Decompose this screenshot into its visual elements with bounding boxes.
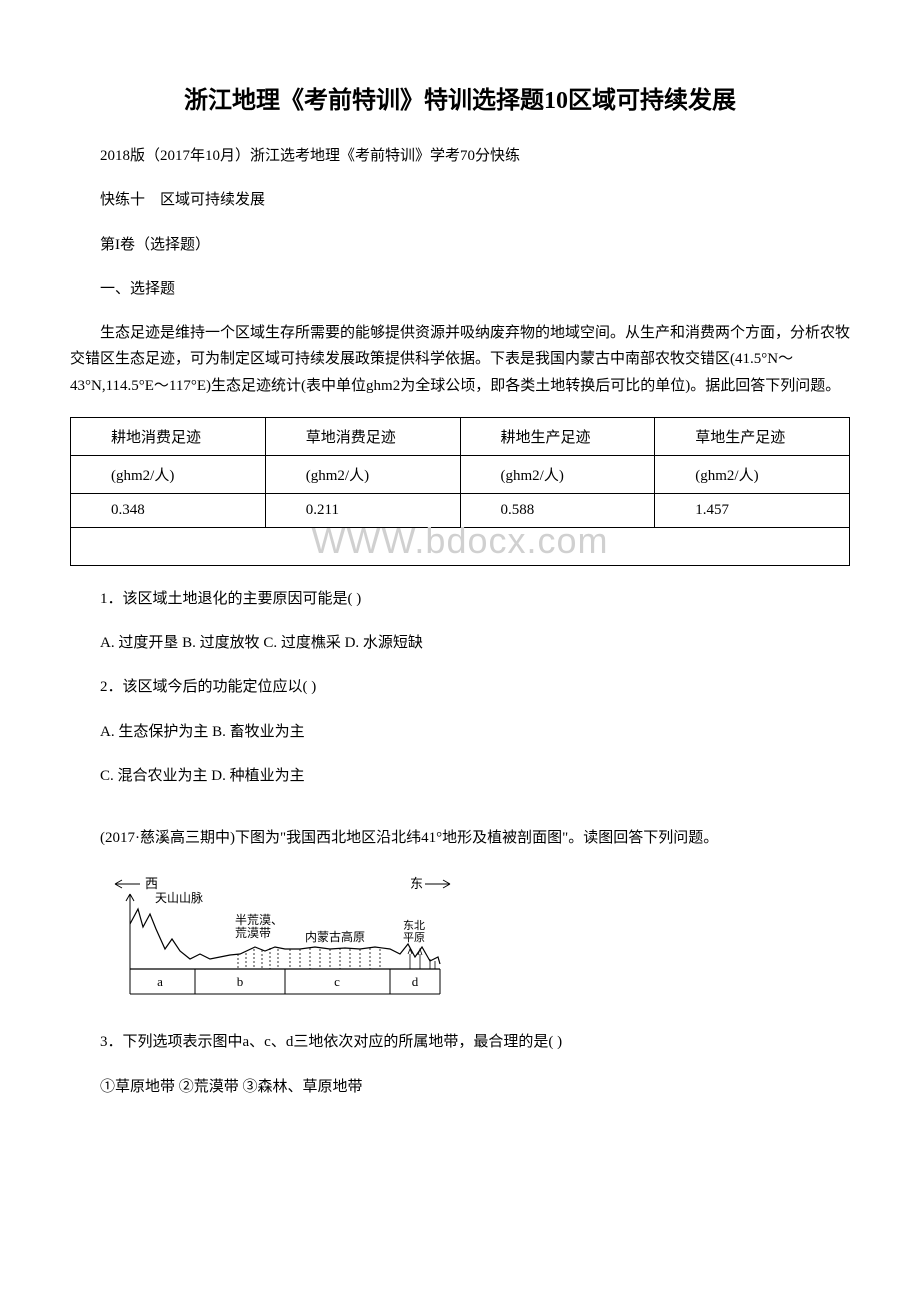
table-value: 0.348 xyxy=(111,502,145,518)
inner-mongolia-label: 内蒙古高原 xyxy=(305,929,365,944)
table-data-cell: 0.211 xyxy=(265,493,460,527)
table-unit-cell: (ghm2/人) xyxy=(460,455,655,493)
table-data-cell: 1.457 xyxy=(655,493,850,527)
profile-svg: 西 东 xyxy=(110,869,460,1009)
terrain-profile-diagram: 西 东 xyxy=(110,869,460,1009)
intro-line-2: 快练十 区域可持续发展 xyxy=(70,187,850,213)
passage-2: (2017·慈溪高三期中)下图为"我国西北地区沿北纬41°地形及植被剖面图"。读… xyxy=(70,825,850,851)
question-3-stem: 3．下列选项表示图中a、c、d三地依次对应的所属地带，最合理的是( ) xyxy=(70,1029,850,1055)
svg-text:半荒漠、 荒漠带: 半荒漠、 荒漠带 xyxy=(235,913,286,940)
question-2-options-line2: C. 混合农业为主 D. 种植业为主 xyxy=(70,763,850,789)
ecological-footprint-table: 耕地消费足迹 草地消费足迹 耕地生产足迹 草地生产足迹 (ghm2/人) (gh… xyxy=(70,417,850,566)
x-label-a: a xyxy=(157,974,163,989)
watermark: WWW.bdocx.com xyxy=(311,520,608,562)
table-header-cell: 耕地消费足迹 xyxy=(71,417,266,455)
table-data-cell: 0.348 xyxy=(71,493,266,527)
semi-desert-label-2: 荒漠带 xyxy=(235,926,271,940)
question-1-options: A. 过度开垦 B. 过度放牧 C. 过度樵采 D. 水源短缺 xyxy=(70,630,850,656)
question-2-stem: 2．该区域今后的功能定位应以( ) xyxy=(70,674,850,700)
table-header-row: 耕地消费足迹 草地消费足迹 耕地生产足迹 草地生产足迹 xyxy=(71,417,850,455)
intro-line-3: 第I卷（选择题） xyxy=(70,232,850,258)
northeast-label-2: 平原 xyxy=(403,932,425,944)
northeast-label-1: 东北 xyxy=(403,919,425,932)
question-3-options: ①草原地带 ②荒漠带 ③森林、草原地带 xyxy=(70,1074,850,1100)
table-header-cell: 草地消费足迹 xyxy=(265,417,460,455)
intro-passage: 生态足迹是维持一个区域生存所需要的能够提供资源并吸纳废弃物的地域空间。从生产和消… xyxy=(70,320,850,399)
x-label-c: c xyxy=(334,974,340,989)
page-title: 浙江地理《考前特训》特训选择题10区域可持续发展 xyxy=(70,80,850,115)
table-unit-cell: (ghm2/人) xyxy=(71,455,266,493)
intro-line-1: 2018版（2017年10月）浙江选考地理《考前特训》学考70分快练 xyxy=(70,143,850,169)
svg-text:东北 平原: 东北 平原 xyxy=(403,919,428,944)
table-header-cell: 耕地生产足迹 xyxy=(460,417,655,455)
table-empty-row: WWW.bdocx.com xyxy=(71,527,850,565)
table-data-row: 0.348 0.211 0.588 1.457 xyxy=(71,493,850,527)
question-2-options-line1: A. 生态保护为主 B. 畜牧业为主 xyxy=(70,719,850,745)
x-label-d: d xyxy=(412,974,419,989)
table-data-cell: 0.588 xyxy=(460,493,655,527)
west-label: 西 xyxy=(145,876,158,891)
semi-desert-label-1: 半荒漠、 xyxy=(235,913,283,927)
x-label-b: b xyxy=(237,974,244,989)
tianshan-label: 天山山脉 xyxy=(155,890,203,905)
table-unit-cell: (ghm2/人) xyxy=(265,455,460,493)
east-label: 东 xyxy=(410,876,423,891)
table-unit-row: (ghm2/人) (ghm2/人) (ghm2/人) (ghm2/人) xyxy=(71,455,850,493)
intro-line-4: 一、选择题 xyxy=(70,276,850,302)
table-header-cell: 草地生产足迹 xyxy=(655,417,850,455)
question-1-stem: 1．该区域土地退化的主要原因可能是( ) xyxy=(70,586,850,612)
table-unit-cell: (ghm2/人) xyxy=(655,455,850,493)
